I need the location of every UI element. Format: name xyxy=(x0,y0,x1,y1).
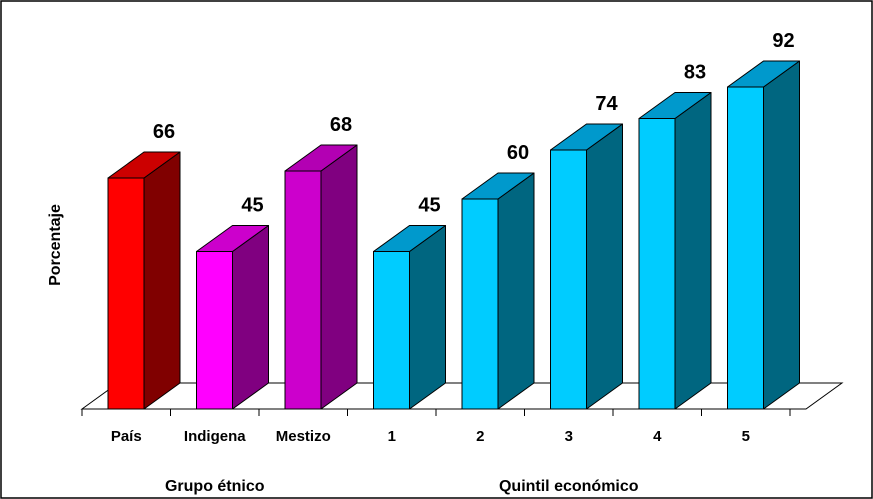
bar-front xyxy=(373,251,410,410)
x-tick-label-3: 3 xyxy=(565,428,573,445)
value-labels: 66 45 68 45 60 74 83 92 xyxy=(153,30,795,217)
x-tick-label-pais: País xyxy=(111,428,142,445)
x-tick-label-5: 5 xyxy=(742,428,750,445)
bar-5 xyxy=(727,60,800,410)
bar-side xyxy=(409,225,446,410)
x-tick-label-4: 4 xyxy=(653,428,662,445)
bar-3 xyxy=(550,123,623,410)
value-label-1: 45 xyxy=(418,195,440,217)
value-label-3: 74 xyxy=(595,93,618,115)
bar-front xyxy=(284,170,322,410)
x-tick-label-mestizo: Mestizo xyxy=(276,428,331,445)
bar-side xyxy=(763,60,800,410)
group-label-quintil-economico: Quintil económico xyxy=(499,478,639,495)
bar-front xyxy=(461,198,499,410)
bar-side xyxy=(232,225,269,410)
value-label-indigena: 45 xyxy=(241,195,263,217)
bar-side xyxy=(497,172,535,410)
bar-2 xyxy=(461,172,535,410)
bar-mestizo xyxy=(284,144,358,410)
bars xyxy=(107,60,800,410)
bar-side xyxy=(674,92,712,410)
bar-front xyxy=(727,86,764,410)
bar-side xyxy=(143,151,181,410)
value-label-5: 92 xyxy=(772,30,794,52)
value-label-4: 83 xyxy=(684,62,706,84)
bar-side xyxy=(320,144,358,410)
x-tick-label-2: 2 xyxy=(476,428,484,445)
x-tick-label-1: 1 xyxy=(388,428,396,445)
group-label-grupo-etnico: Grupo étnico xyxy=(165,478,265,495)
bar-1 xyxy=(373,225,446,410)
bar-indigena xyxy=(196,225,269,410)
bar-pais xyxy=(107,151,181,410)
bar-front xyxy=(107,177,145,410)
bar-front xyxy=(550,149,587,410)
bar-side xyxy=(586,123,623,410)
group-labels: Grupo étnico Quintil económico xyxy=(165,478,639,495)
value-label-mestizo: 68 xyxy=(330,114,352,136)
value-label-2: 60 xyxy=(507,142,529,164)
value-label-pais: 66 xyxy=(153,121,175,143)
y-axis-label: Porcentaje xyxy=(47,204,64,286)
x-tick-label-indigena: Indigena xyxy=(184,428,246,445)
bar-front xyxy=(638,118,676,410)
bar-4 xyxy=(638,92,712,410)
bar-front xyxy=(196,251,233,410)
category-ticks: País Indigena Mestizo 1 2 3 4 5 xyxy=(111,428,750,445)
